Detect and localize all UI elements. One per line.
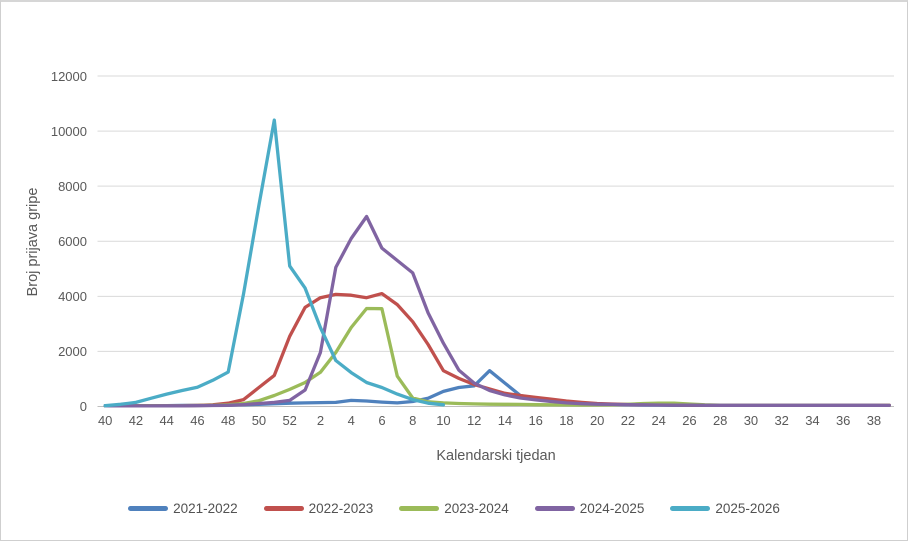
y-tick-label: 4000 [58, 288, 87, 304]
x-tick-label: 50 [251, 413, 267, 428]
legend-line-marker [399, 506, 440, 511]
legend: 2021-2022 2022-2023 2023-2024 2024-2025 2025… [1, 501, 907, 516]
y-tick-label: 10000 [50, 123, 87, 139]
x-tick-label: 38 [866, 413, 882, 428]
x-tick-label: 44 [159, 413, 174, 428]
x-tick-label: 14 [497, 413, 513, 428]
legend-label: 2022-2023 [308, 501, 374, 516]
x-tick-label: 24 [651, 413, 666, 428]
legend-label: 2024-2025 [579, 501, 645, 516]
x-tick-label: 26 [682, 413, 697, 428]
x-tick-label: 4 [347, 413, 355, 428]
legend-item-2022-2023: 2022-2023 [263, 501, 374, 516]
x-axis-title: Kalendarski tjedan [436, 448, 556, 464]
x-tick-label: 22 [620, 413, 636, 428]
x-tick-label: 8 [409, 413, 417, 428]
legend-item-2025-2026: 2025-2026 [670, 501, 780, 516]
legend-item-2024-2025: 2024-2025 [534, 501, 645, 516]
legend-label: 2025-2026 [715, 501, 780, 516]
x-tick-label: 6 [378, 413, 386, 428]
legend-line-marker [263, 506, 304, 511]
x-tick-label: 30 [743, 413, 759, 428]
legend-item-2023-2024: 2023-2024 [399, 501, 509, 516]
x-tick-label: 40 [97, 413, 113, 428]
y-tick-label: 0 [79, 399, 87, 414]
x-tick-label: 32 [774, 413, 789, 428]
x-tick-label: 2 [316, 413, 325, 428]
x-tick-label: 48 [220, 413, 236, 428]
x-tick-label: 28 [712, 413, 728, 428]
y-axis-title: Broj prijava gripe [25, 187, 41, 297]
series-line-2025-2026 [103, 118, 446, 408]
x-tick-label: 12 [466, 413, 482, 428]
x-tick-label: 34 [805, 413, 820, 428]
legend-label: 2021-2022 [173, 501, 238, 516]
x-tick-label: 42 [128, 413, 144, 428]
y-tick-label: 8000 [58, 178, 87, 194]
x-tick-label: 20 [589, 413, 605, 428]
y-tick-label: 6000 [58, 233, 87, 249]
series-line-2024-2025 [103, 214, 891, 408]
x-tick-label: 52 [282, 413, 297, 428]
y-tick-label: 2000 [58, 343, 87, 359]
legend-line-marker [128, 506, 169, 511]
series-line-2022-2023 [103, 291, 891, 408]
x-tick-label: 46 [190, 413, 205, 428]
legend-item-2021-2022: 2021-2022 [128, 501, 238, 516]
y-tick-label: 12000 [50, 68, 87, 84]
x-tick-label: 10 [436, 413, 451, 428]
x-tick-label: 18 [559, 413, 574, 428]
legend-line-marker [534, 506, 575, 511]
x-tick-label: 16 [528, 413, 543, 428]
legend-line-marker [670, 506, 711, 511]
legend-label: 2023-2024 [444, 501, 509, 516]
x-tick-label: 36 [835, 413, 851, 428]
